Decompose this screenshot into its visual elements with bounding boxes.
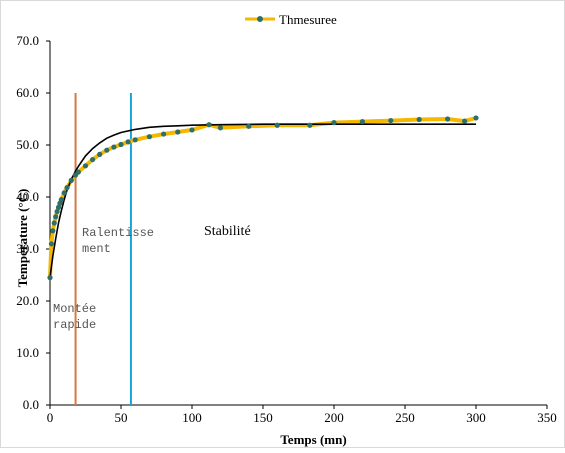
series-thmesuree-point	[125, 139, 131, 145]
series-thmesuree-point	[64, 185, 70, 191]
series-thmesuree-point	[146, 134, 152, 140]
y-tick-label: 60.0	[16, 85, 39, 100]
series-thmesuree-point	[189, 127, 195, 133]
x-tick-label: 300	[466, 410, 486, 425]
x-tick-label: 350	[537, 410, 557, 425]
series-thmesuree-point	[307, 122, 313, 128]
series-thmesuree-point	[217, 125, 223, 131]
series-thmesuree-point	[445, 116, 451, 122]
x-axis-title: Temps (mn)	[280, 432, 346, 447]
x-tick-label: 250	[395, 410, 415, 425]
x-tick-label: 0	[47, 410, 54, 425]
y-axis-title: Temperature (°C)	[15, 189, 30, 288]
series-thmesuree-point	[104, 147, 110, 153]
series-thmesuree-point	[50, 228, 56, 234]
y-tick-label: 10.0	[16, 345, 39, 360]
legend-label: Thmesuree	[279, 12, 337, 27]
y-tick-label: 30.0	[16, 241, 39, 256]
series-thmesuree-point	[132, 137, 138, 143]
legend-marker	[257, 16, 263, 22]
annotation-ralentissement-line1: Ralentisse	[82, 226, 154, 240]
series-thmesuree-point	[274, 122, 280, 128]
series-thmesuree-point	[111, 144, 117, 150]
x-tick-label: 200	[324, 410, 344, 425]
series-thmesuree-point	[54, 208, 60, 215]
fit-curve	[49, 123, 476, 278]
series-thmesuree-point	[118, 141, 124, 148]
series-thmesuree-point	[97, 151, 103, 157]
series-thmesuree-point	[161, 131, 167, 137]
x-tick-label: 100	[182, 410, 202, 425]
y-tick-label: 70.0	[16, 33, 39, 48]
legend: Thmesuree	[245, 12, 337, 27]
series-thmesuree-point	[75, 169, 81, 175]
series-thmesuree-point	[47, 275, 53, 281]
x-tick-label: 150	[253, 410, 273, 425]
series-thmesuree-line	[48, 116, 477, 278]
annotation-montee-rapide-line1: Montée	[53, 302, 96, 316]
series-thmesuree-point	[416, 116, 422, 123]
series-thmesuree-point	[359, 119, 365, 125]
series-thmesuree-point	[53, 214, 59, 220]
series-thmesuree-point	[462, 118, 468, 124]
y-tick-label: 40.0	[16, 189, 39, 204]
annotation-stabilite: Stabilité	[204, 224, 251, 239]
series-thmesuree-point	[246, 123, 252, 129]
y-tick-label: 20.0	[16, 293, 39, 308]
y-tick-label: 0.0	[23, 397, 39, 412]
series-thmesuree-point	[175, 129, 181, 135]
annotation-montee-rapide-line2: rapide	[53, 318, 96, 332]
series-thmesuree-point	[68, 177, 74, 183]
phase-lines	[74, 93, 132, 405]
series-thmesuree-point	[82, 163, 89, 169]
series-thmesuree-point	[55, 204, 62, 210]
series-thmesuree-point	[48, 241, 55, 247]
series-layer	[47, 115, 479, 281]
series-thmesuree-point	[388, 117, 394, 124]
series-thmesuree-point	[206, 122, 212, 128]
y-tick-label: 50.0	[16, 137, 39, 152]
series-thmesuree-point	[331, 120, 337, 126]
series-thmesuree-point	[90, 156, 96, 163]
x-tick-label: 50	[115, 410, 128, 425]
series-thmesuree-point	[58, 197, 64, 203]
series-thmesuree-point	[61, 190, 67, 196]
series-thmesuree-point	[473, 115, 479, 121]
annotation-ralentissement-line2: ment	[82, 242, 111, 256]
annotations: Montée rapide Ralentisse ment Stabilité	[53, 224, 251, 332]
series-thmesuree-point	[51, 220, 57, 226]
